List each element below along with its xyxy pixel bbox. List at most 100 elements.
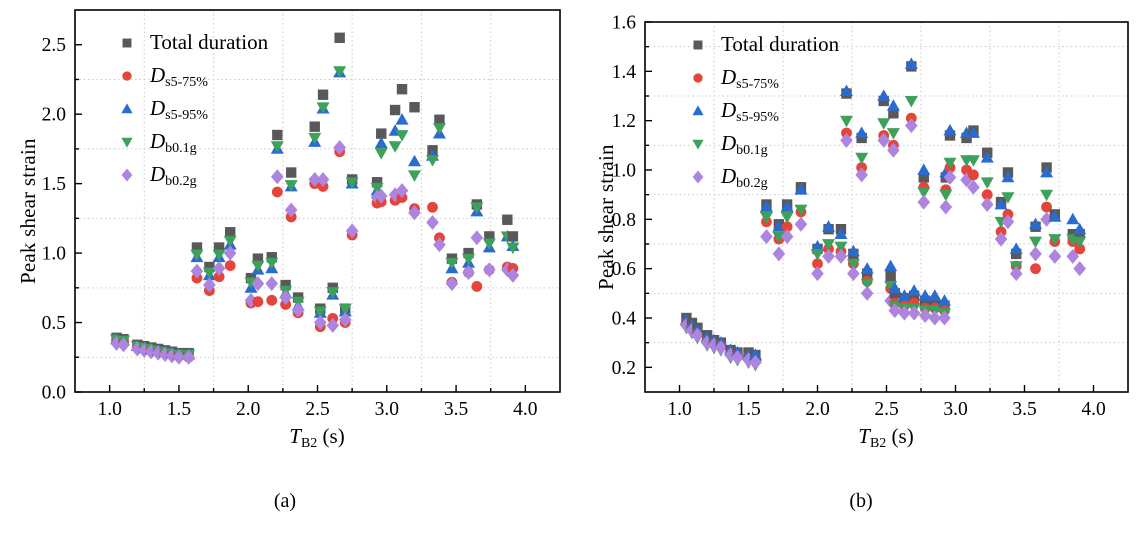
x-tick-label: 2.5 [305, 399, 329, 420]
data-column [748, 348, 762, 372]
square-marker-icon [409, 102, 420, 113]
diamond-marker-icon [822, 248, 835, 264]
triangle-down-marker-icon [251, 260, 265, 273]
square-marker-icon [285, 167, 297, 178]
diamond-marker-icon [223, 245, 237, 261]
square-marker-icon [463, 247, 474, 259]
legend-square-icon [693, 40, 703, 49]
triangle-down-marker-icon [811, 248, 824, 261]
triangle-down-marker-icon [313, 306, 327, 319]
triangle-down-marker-icon [482, 238, 496, 250]
data-column [482, 231, 496, 278]
triangle-down-marker-icon [839, 115, 853, 128]
legend-item-ds5_75: Ds5-75% [688, 61, 839, 94]
square-marker-icon [693, 40, 703, 49]
legend-label: Db0.1g [721, 131, 768, 158]
axis-ticks [75, 44, 527, 393]
caption-a: (a) [273, 490, 297, 512]
triangle-up-marker-icon [860, 262, 874, 274]
diamond-marker-icon [840, 132, 853, 148]
legend-label-symbol: D [150, 63, 166, 87]
diamond-marker-icon [316, 171, 330, 187]
circle-marker-icon [122, 70, 132, 81]
triangle-down-marker-icon [506, 242, 520, 255]
legend-label-symbol: D [721, 131, 737, 155]
square-marker-icon [918, 172, 929, 183]
legend-label: Total duration [721, 32, 840, 56]
triangle-up-marker-icon [1040, 165, 1054, 178]
triangle-down-marker-icon [904, 96, 918, 108]
diamond-marker-icon [855, 167, 868, 183]
circle-marker-icon [812, 258, 823, 270]
data-column [811, 239, 824, 282]
diamond-marker-icon [1073, 261, 1086, 277]
diamond-marker-icon [333, 140, 346, 156]
triangle-down-marker-icon [772, 231, 786, 244]
circle-marker-icon [781, 221, 793, 233]
square-marker-icon [878, 95, 889, 107]
data-column [888, 281, 902, 319]
diamond-marker-icon [742, 352, 755, 368]
circle-marker-icon [1041, 201, 1052, 213]
y-tick-label: 1.6 [612, 13, 637, 34]
data-column [1001, 167, 1015, 230]
triangle-down-marker-icon [316, 102, 330, 114]
data-points [679, 57, 1087, 372]
data-column [714, 336, 728, 357]
data-column [432, 114, 446, 253]
triangle-down-marker-icon [432, 123, 446, 135]
data-column [907, 284, 921, 321]
x-tick-label: 3.0 [943, 399, 967, 420]
x-tick-label: 2.0 [236, 399, 260, 420]
data-column [212, 242, 226, 283]
triangle-down-marker-icon [244, 277, 258, 289]
x-tick-label: 1.0 [97, 399, 121, 420]
square-marker-icon [888, 108, 899, 119]
diamond-marker-icon [172, 349, 186, 365]
data-column [772, 219, 786, 262]
y-tick-label: 0.4 [612, 309, 637, 330]
legend-label-subscript: s5-75% [736, 77, 779, 92]
y-tick-label: 1.4 [612, 62, 637, 83]
diamond-marker-icon [707, 337, 721, 353]
data-column [408, 102, 421, 221]
x-axis-label-right: TB2 (s) [786, 424, 986, 451]
legend-label: Ds5-75% [721, 65, 779, 92]
triangle-up-marker-icon [1009, 242, 1023, 254]
legend-label-subscript: b0.2g [736, 176, 768, 191]
triangle-up-marker-icon [822, 220, 836, 232]
data-column [886, 99, 900, 158]
triangle-down-marker-icon [1040, 189, 1054, 202]
data-column [445, 253, 459, 292]
triangle-up-marker-icon [884, 259, 898, 272]
square-marker-icon [309, 121, 320, 132]
diamond-marker-icon [338, 312, 352, 328]
legend-triangle-down-icon [121, 137, 133, 148]
diamond-marker-icon [888, 303, 902, 319]
diamond-marker-icon [938, 310, 951, 326]
legend-diamond-icon [692, 170, 704, 183]
data-column [333, 32, 347, 158]
data-column [251, 253, 265, 308]
data-column [462, 247, 476, 281]
square-marker-icon [507, 231, 519, 242]
square-marker-icon [317, 89, 329, 100]
data-column [690, 322, 704, 345]
diamond-marker-icon [1029, 246, 1042, 262]
square-marker-icon [908, 290, 920, 301]
triangle-up-marker-icon [780, 200, 794, 212]
legend-label-subscript: s5-75% [165, 75, 208, 90]
square-marker-icon [502, 214, 513, 225]
data-column [794, 182, 808, 232]
triangle-up-marker-icon [121, 102, 133, 113]
y-tick-label: 0.5 [42, 313, 66, 334]
data-column [395, 83, 409, 203]
data-column [182, 347, 196, 365]
triangle-down-marker-icon [333, 66, 347, 78]
triangle-up-marker-icon [888, 281, 902, 294]
data-column [822, 220, 836, 264]
diamond-marker-icon [918, 308, 932, 324]
legend-label: Db0.1g [150, 129, 197, 156]
data-column [190, 242, 204, 284]
